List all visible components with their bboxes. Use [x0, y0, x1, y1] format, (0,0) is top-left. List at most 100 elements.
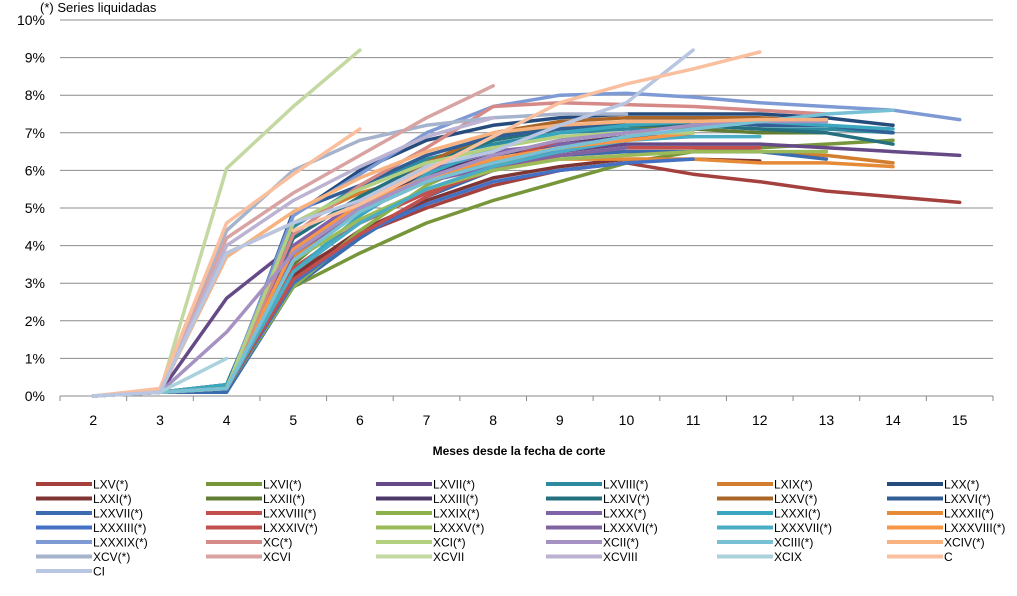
- legend-label: XCII(*): [603, 536, 639, 550]
- legend-item: XCVIII: [546, 550, 638, 564]
- legend-item: LXXVII(*): [36, 507, 143, 521]
- y-tick-label: 1%: [25, 350, 45, 366]
- legend-label: C: [944, 550, 953, 564]
- legend-label: LXXX(*): [603, 507, 646, 521]
- legend-item: LXXIX(*): [376, 507, 480, 521]
- legend-label: CI: [93, 565, 105, 579]
- series-lines: [91, 48, 962, 398]
- legend-label: LXXXIII(*): [93, 521, 146, 535]
- legend-item: LXVI(*): [206, 478, 302, 492]
- x-tick-label: 8: [489, 412, 497, 428]
- legend-label: LXXII(*): [263, 492, 305, 506]
- y-tick-label: 3%: [25, 275, 45, 291]
- legend-item: LXXXVIII(*): [887, 521, 1005, 535]
- y-axis: 0% 1% 2% 3% 4% 5% 6% 7% 8% 9% 10%: [17, 12, 45, 404]
- legend-item: CI: [36, 565, 105, 579]
- legend-item: C: [887, 550, 953, 564]
- legend-label: XCIII(*): [774, 536, 813, 550]
- y-tick-label: 10%: [17, 12, 45, 28]
- legend-item: LXV(*): [36, 478, 128, 492]
- y-tick-label: 4%: [25, 238, 45, 254]
- legend-label: LXXXIV(*): [263, 521, 318, 535]
- legend-label: LXXIV(*): [603, 492, 650, 506]
- legend-item: LXXVIII(*): [206, 507, 316, 521]
- legend-item: XC(*): [206, 536, 292, 550]
- legend-label: LXVII(*): [433, 478, 475, 492]
- legend-label: LXXXVII(*): [774, 521, 832, 535]
- legend-label: LXXXI(*): [774, 507, 821, 521]
- y-tick-label: 6%: [25, 162, 45, 178]
- legend-label: LXXXIX(*): [93, 536, 148, 550]
- series-line-ci: [91, 48, 695, 398]
- legend-item: LXXX(*): [546, 507, 646, 521]
- y-tick-label: 2%: [25, 313, 45, 329]
- legend-label: XCI(*): [433, 536, 466, 550]
- chart-note: (*) Series liquidadas: [40, 0, 157, 15]
- legend-label: LXXI(*): [93, 492, 132, 506]
- x-tick-label: 10: [619, 412, 635, 428]
- legend-label: XCIX: [774, 550, 802, 564]
- legend-item: LXXXIII(*): [36, 521, 146, 535]
- legend-label: LXXXV(*): [433, 521, 484, 535]
- legend-label: LXXVIII(*): [263, 507, 316, 521]
- x-tick-label: 6: [356, 412, 364, 428]
- legend-label: LXXIX(*): [433, 507, 480, 521]
- legend-item: LXXXIV(*): [206, 521, 318, 535]
- legend-item: XCII(*): [546, 536, 639, 550]
- legend-item: LXXXVI(*): [546, 521, 658, 535]
- legend-label: XCV(*): [93, 550, 130, 564]
- legend-item: XCI(*): [376, 536, 466, 550]
- legend-label: LXXVI(*): [944, 492, 991, 506]
- x-tick-label: 3: [156, 412, 164, 428]
- legend-item: LXXII(*): [206, 492, 305, 506]
- legend-item: XCIII(*): [717, 536, 813, 550]
- legend-label: XCVII: [433, 550, 464, 564]
- legend-label: LXXV(*): [774, 492, 817, 506]
- x-tick-label: 7: [423, 412, 431, 428]
- legend-label: LXVI(*): [263, 478, 302, 492]
- legend-label: XCVIII: [603, 550, 638, 564]
- legend-label: LXXXII(*): [944, 507, 994, 521]
- x-tick-label: 5: [289, 412, 297, 428]
- y-tick-label: 9%: [25, 50, 45, 66]
- legend-label: LXXXVIII(*): [944, 521, 1005, 535]
- x-tick-label: 13: [819, 412, 835, 428]
- legend-item: LXXXVII(*): [717, 521, 832, 535]
- legend-item: LXVII(*): [376, 478, 475, 492]
- legend-label: LXXVII(*): [93, 507, 143, 521]
- legend-item: LXXIII(*): [376, 492, 478, 506]
- legend-item: LXXXII(*): [887, 507, 994, 521]
- legend-item: LXVIII(*): [546, 478, 648, 492]
- legend-label: LXIX(*): [774, 478, 813, 492]
- legend-item: LXX(*): [887, 478, 979, 492]
- series-line-lxvii: [91, 142, 962, 398]
- legend-item: LXIX(*): [717, 478, 813, 492]
- legend-item: LXXVI(*): [887, 492, 991, 506]
- legend-item: XCIX: [717, 550, 802, 564]
- legend-label: LXV(*): [93, 478, 128, 492]
- y-tick-label: 8%: [25, 87, 45, 103]
- y-tick-label: 5%: [25, 200, 45, 216]
- legend-label: LXXXVI(*): [603, 521, 658, 535]
- legend-item: LXXXV(*): [376, 521, 484, 535]
- y-tick-label: 0%: [25, 388, 45, 404]
- legend-label: LXX(*): [944, 478, 979, 492]
- legend-label: XCIV(*): [944, 536, 985, 550]
- x-tick-label: 14: [885, 412, 901, 428]
- legend-label: LXXIII(*): [433, 492, 478, 506]
- x-tick-label: 11: [686, 412, 701, 428]
- x-tick-label: 12: [752, 412, 768, 428]
- x-tick-label: 15: [952, 412, 968, 428]
- legend-label: LXVIII(*): [603, 478, 648, 492]
- legend-item: XCIV(*): [887, 536, 985, 550]
- legend-item: LXXV(*): [717, 492, 817, 506]
- x-axis: 2 3 4 5 6 7 8 9 10 11 12 13 14 15: [59, 396, 994, 428]
- y-tick-label: 7%: [25, 125, 45, 141]
- legend-item: LXXIV(*): [546, 492, 650, 506]
- legend-label: XC(*): [263, 536, 292, 550]
- legend-item: XCVI: [206, 550, 291, 564]
- legend-item: LXXXIX(*): [36, 536, 148, 550]
- series-line-xciii: [91, 108, 895, 398]
